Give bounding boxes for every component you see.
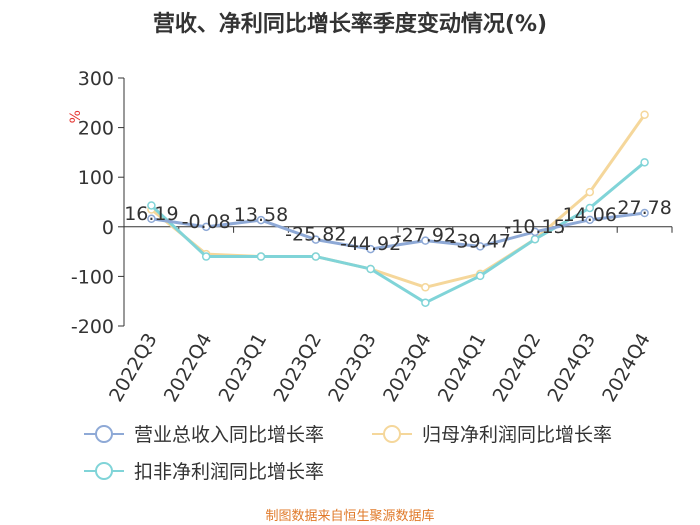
data-point [421, 298, 430, 307]
data-point [366, 264, 375, 274]
legend-item-net-profit[interactable]: 归母净利润同比增长率 [370, 420, 612, 447]
legend-marker-deducted-profit [84, 461, 124, 480]
data-point [256, 215, 266, 225]
data-point [421, 283, 430, 292]
legend-item-deducted-profit[interactable]: 扣非净利润同比增长率 [82, 457, 324, 484]
y-axis-unit-label: % [68, 110, 84, 123]
data-point [640, 158, 649, 167]
data-point [256, 252, 266, 261]
data-point [147, 201, 156, 210]
legend-label-revenue: 营业总收入同比增长率 [134, 424, 325, 446]
series-line [150, 113, 646, 289]
legend-label-net-profit: 归母净利润同比增长率 [422, 424, 613, 446]
legend-marker-net-profit [372, 424, 412, 443]
series-line [151, 211, 645, 251]
data-point [530, 227, 540, 237]
series-line [150, 161, 646, 305]
data-label: 27.78 [617, 197, 671, 219]
data-label: 14.06 [563, 204, 617, 226]
data-label: -39.47 [450, 230, 511, 252]
chart-title: 营收、净利同比增长率季度变动情况(%) [152, 12, 548, 37]
y-tick-label: 300 [78, 68, 114, 90]
data-label: -27.92 [395, 225, 456, 247]
data-label: 16.19 [124, 203, 178, 225]
x-tick-label: 2022Q4 [160, 330, 217, 406]
data-point [475, 242, 485, 251]
data-label: -44.92 [340, 233, 401, 255]
data-point [475, 271, 485, 281]
data-point [421, 236, 430, 245]
data-point [585, 215, 595, 225]
data-point [147, 214, 156, 224]
legend-item-revenue[interactable]: 营业总收入同比增长率 [82, 420, 324, 447]
x-tick-label: 2022Q3 [105, 330, 162, 406]
data-point [201, 252, 211, 261]
data-point [585, 187, 595, 197]
data-source-note: 制图数据来自恒生聚源数据库 [265, 509, 435, 524]
y-tick-label: 100 [78, 167, 114, 189]
x-tick-label: 2024Q2 [489, 330, 546, 406]
data-label: -0.08 [182, 211, 231, 233]
y-tick-label: 0 [102, 217, 114, 239]
data-point [585, 203, 595, 213]
y-tick-label: -100 [71, 266, 114, 288]
data-point [366, 244, 375, 254]
x-tick-label: 2023Q3 [324, 330, 381, 406]
legend-label-deducted-profit: 扣非净利润同比增长率 [134, 461, 325, 483]
x-tick-label: 2024Q3 [543, 330, 600, 406]
legend-marker-revenue [84, 424, 124, 443]
data-label: -25.82 [285, 224, 346, 246]
x-tick-label: 2023Q2 [269, 330, 326, 406]
x-tick-label: 2023Q1 [215, 330, 272, 406]
data-point [640, 208, 649, 218]
x-tick-label: 2023Q4 [379, 330, 436, 406]
y-tick-label: 200 [78, 118, 114, 140]
data-point [201, 222, 211, 232]
data-label: 13.58 [234, 204, 288, 226]
data-point [640, 110, 649, 119]
data-point [311, 235, 321, 244]
y-tick-label: -200 [71, 316, 114, 338]
x-tick-label: 2024Q4 [598, 330, 655, 406]
data-label: -10.15 [504, 216, 565, 238]
x-tick-label: 2024Q1 [434, 330, 491, 406]
data-point [311, 252, 321, 261]
